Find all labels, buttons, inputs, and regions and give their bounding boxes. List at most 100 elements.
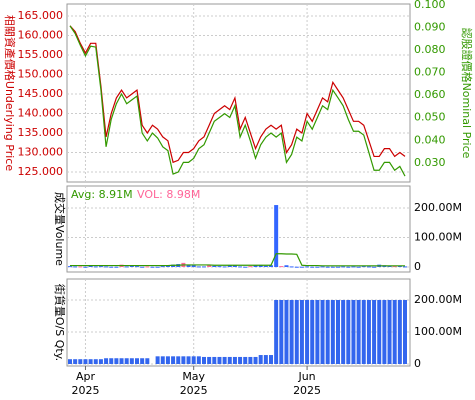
- bar: [191, 265, 196, 268]
- bar: [403, 299, 407, 364]
- axis-title: 成交量Volume: [53, 192, 67, 266]
- bar: [181, 356, 186, 364]
- bar: [78, 266, 83, 268]
- bar: [248, 266, 253, 268]
- bar: [98, 266, 103, 268]
- bar: [129, 358, 134, 364]
- bar: [114, 266, 119, 268]
- bar: [222, 356, 227, 364]
- y-tick-label: 130.000: [18, 146, 64, 159]
- bar: [243, 266, 248, 268]
- bar: [165, 356, 170, 364]
- y2-tick-label: 0.080: [414, 43, 446, 56]
- y-tick-label: 200.00M: [414, 293, 462, 306]
- bar: [109, 266, 114, 268]
- y-tick-label: 155.000: [18, 48, 64, 61]
- bar: [243, 356, 248, 364]
- bar: [299, 299, 304, 364]
- bar: [227, 356, 232, 364]
- bar: [320, 299, 325, 364]
- bar: [160, 356, 165, 364]
- bar: [351, 266, 356, 268]
- bar: [279, 266, 284, 268]
- bar: [392, 299, 397, 364]
- bar: [263, 355, 268, 364]
- bar: [346, 266, 351, 268]
- axis-title: 認股證價格Nominal Price: [460, 28, 474, 159]
- bar: [196, 266, 201, 268]
- bar: [129, 265, 134, 268]
- bar: [238, 266, 243, 268]
- bar: [191, 356, 196, 364]
- bar: [310, 266, 315, 268]
- bar: [274, 205, 279, 268]
- bar: [135, 266, 139, 268]
- bar: [155, 266, 160, 268]
- bar: [93, 359, 98, 364]
- bar: [341, 266, 346, 268]
- bar: [341, 299, 346, 364]
- bar: [222, 266, 227, 268]
- bar: [258, 264, 263, 268]
- bar: [124, 358, 129, 364]
- bar: [377, 299, 382, 364]
- bar: [336, 299, 340, 364]
- y-tick-label: 0: [414, 357, 421, 370]
- bar: [294, 299, 299, 364]
- bar: [140, 266, 145, 268]
- x-tick-label: May: [182, 370, 205, 383]
- bar: [299, 266, 304, 268]
- y-tick-label: 145.000: [18, 87, 64, 100]
- bar: [330, 299, 335, 364]
- x-tick-year: 2025: [293, 384, 321, 397]
- bar: [356, 299, 361, 364]
- y2-tick-label: 0.040: [414, 133, 446, 146]
- y-tick-label: 200.00M: [414, 201, 462, 214]
- y2-tick-label: 0.050: [414, 111, 446, 124]
- bar: [372, 266, 377, 268]
- y2-tick-label: 0.100: [414, 0, 446, 11]
- avg-line: [70, 253, 405, 267]
- bar: [289, 299, 294, 364]
- bar: [392, 266, 397, 268]
- bar: [202, 266, 206, 268]
- bar: [160, 266, 165, 268]
- bar: [98, 359, 103, 364]
- y-tick-label: 135.000: [18, 126, 64, 139]
- y-tick-label: 100.00M: [414, 231, 462, 244]
- bar: [165, 265, 170, 268]
- bar: [361, 266, 366, 268]
- bar: [294, 266, 299, 268]
- bar: [232, 356, 237, 364]
- price-line: [69, 25, 406, 177]
- bar: [104, 358, 109, 364]
- bar: [403, 266, 407, 268]
- bar: [305, 299, 310, 364]
- bar: [227, 265, 232, 268]
- bar: [212, 356, 217, 364]
- bar: [346, 299, 351, 364]
- bar: [83, 359, 88, 364]
- bar: [382, 299, 387, 364]
- legend-avg: Avg: 8.91M: [71, 188, 133, 201]
- bar: [217, 356, 222, 364]
- bar: [78, 359, 83, 364]
- bar: [315, 266, 320, 268]
- y2-tick-label: 0.090: [414, 20, 446, 33]
- y-tick-label: 150.000: [18, 68, 64, 81]
- bar: [124, 266, 129, 268]
- bar: [387, 299, 392, 364]
- bar: [289, 266, 294, 268]
- bar: [320, 266, 325, 268]
- bar: [171, 356, 176, 364]
- bar: [176, 356, 181, 364]
- bar: [248, 356, 253, 364]
- panel-frame: [66, 3, 411, 183]
- axis-title: 街貨量O/S Qty.: [53, 284, 67, 361]
- bar: [366, 299, 371, 364]
- y2-tick-label: 0.070: [414, 66, 446, 79]
- panel-frame: [66, 278, 411, 367]
- bar: [186, 265, 191, 268]
- bar: [279, 299, 284, 364]
